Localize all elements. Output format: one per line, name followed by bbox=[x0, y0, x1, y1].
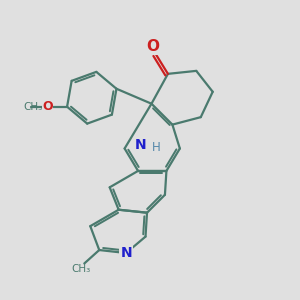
Text: O: O bbox=[146, 40, 160, 55]
Text: H: H bbox=[152, 140, 160, 154]
Text: N: N bbox=[135, 138, 147, 152]
Text: N: N bbox=[120, 246, 132, 260]
Text: O: O bbox=[42, 100, 53, 112]
Text: CH₃: CH₃ bbox=[72, 264, 91, 274]
Text: CH₃: CH₃ bbox=[23, 102, 42, 112]
